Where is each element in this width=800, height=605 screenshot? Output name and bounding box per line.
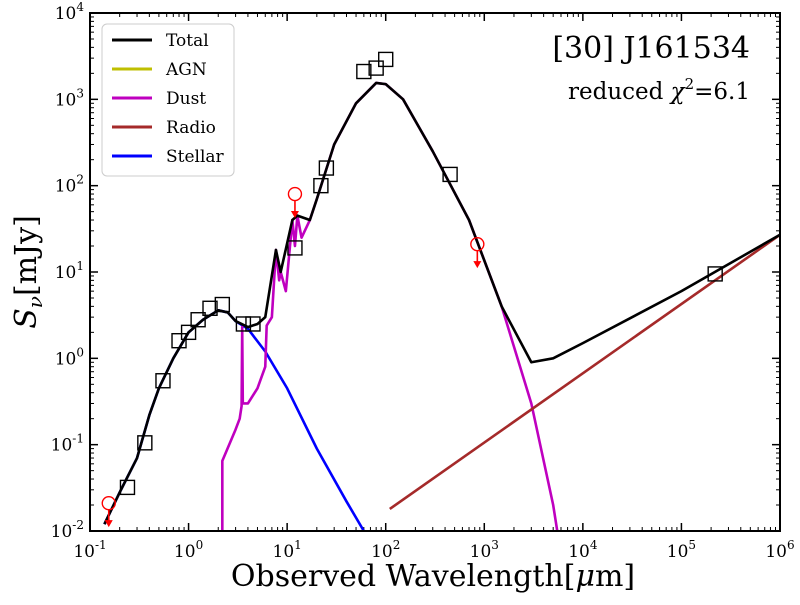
series-layer <box>103 81 780 531</box>
y-tick-label: 100 <box>55 345 84 369</box>
x-tick-label: 103 <box>470 538 499 562</box>
y-tick-label: 10-1 <box>51 432 84 456</box>
observed-point <box>442 166 458 183</box>
chart-title: [30] J161534 <box>552 31 750 66</box>
observed-point <box>155 373 171 389</box>
observed-point <box>137 435 153 451</box>
y-tick-label: 102 <box>55 173 84 197</box>
legend-label-radio: Radio <box>166 118 216 138</box>
observed-point <box>235 316 252 332</box>
legend-label-dust: Dust <box>166 89 206 109</box>
plot-frame <box>89 12 781 532</box>
upper-limit-arrowhead <box>473 261 482 269</box>
observed-point <box>313 177 329 194</box>
y-tick-label: 101 <box>55 259 84 283</box>
x-tick-label: 101 <box>273 538 302 562</box>
upper-limit-arrowhead <box>290 211 299 219</box>
chart-subtitle: reduced χ2=6.1 <box>568 75 750 105</box>
x-tick-label: 100 <box>174 538 203 562</box>
x-axis-label: Observed Wavelength[μm] <box>231 559 635 594</box>
series-total-line <box>103 81 780 525</box>
y-axis-label: Sν[mJy] <box>9 215 47 329</box>
observed-point <box>245 316 261 332</box>
x-tick-label: 105 <box>667 538 696 562</box>
x-tick-label: 104 <box>568 538 598 562</box>
y-tick-label: 103 <box>55 86 84 110</box>
observed-point <box>378 51 394 68</box>
observed-point <box>202 300 218 316</box>
upper-limit-arrowhead <box>104 520 113 528</box>
legend-label-stellar: Stellar <box>166 147 225 167</box>
legend-label-total: Total <box>166 31 209 51</box>
y-tick-label: 10-2 <box>51 518 84 542</box>
observed-point <box>318 160 335 176</box>
observed-point <box>368 60 384 76</box>
observed-point <box>180 324 197 341</box>
legend: Total AGN Dust Radio Stellar <box>101 23 235 177</box>
observed-point <box>707 266 723 282</box>
observed-point <box>356 63 372 80</box>
observed-point <box>190 312 206 328</box>
observed-point <box>214 296 231 313</box>
observed-point <box>287 240 303 256</box>
points-layer <box>101 51 723 528</box>
legend-label-agn: AGN <box>165 60 207 80</box>
x-tick-label: 102 <box>371 538 400 562</box>
y-tick-label: 104 <box>55 0 85 24</box>
observed-point <box>171 333 187 349</box>
observed-point <box>119 479 136 496</box>
legend-box <box>101 23 235 177</box>
x-tick-label: 106 <box>765 538 794 562</box>
x-tick-label: 10-1 <box>73 538 106 562</box>
